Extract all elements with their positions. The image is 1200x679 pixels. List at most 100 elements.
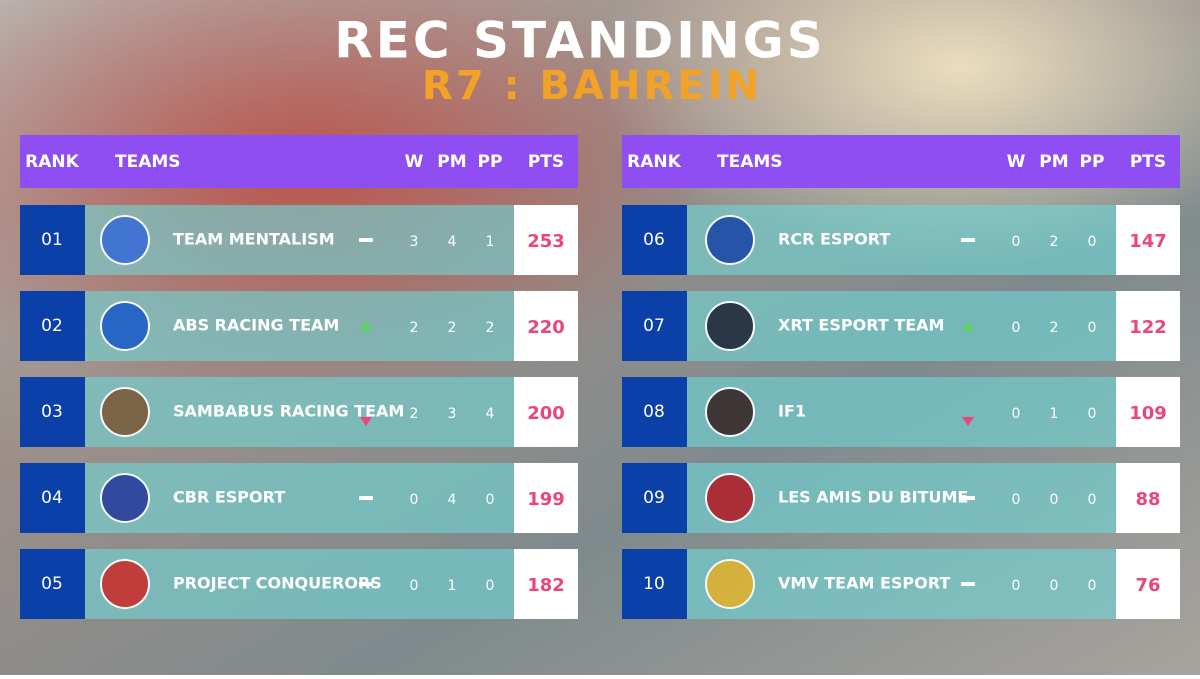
standings-row: 01 TEAM MENTALISM 3 4 1 253 — [20, 205, 578, 275]
team-logo — [100, 559, 150, 609]
stat: 1 — [486, 234, 495, 250]
header-bar — [622, 135, 1180, 188]
rank-box — [622, 205, 687, 275]
stat: 2 — [1050, 234, 1059, 250]
stat: 0 — [1050, 578, 1059, 594]
points-box — [514, 377, 578, 447]
points-box — [1116, 291, 1180, 361]
stat: 0 — [1012, 320, 1021, 336]
team-logo — [705, 301, 755, 351]
column-header: PP — [478, 152, 503, 172]
rank-box — [622, 549, 687, 619]
stat: 0 — [410, 492, 419, 508]
team-name: PROJECT CONQUERORS — [173, 574, 382, 593]
team-band — [85, 205, 515, 275]
team-band — [687, 549, 1117, 619]
points-box — [514, 463, 578, 533]
rank: 07 — [643, 316, 665, 336]
team-band — [85, 463, 515, 533]
rank: 02 — [41, 316, 63, 336]
trend-same — [359, 238, 373, 242]
tables: RANK TEAMS W PM PP PTS 0 1 TEAM MENTALISM 3 4 1 253 0… — [20, 135, 1180, 619]
team-name: SAMBABUS RACING TEAM — [173, 402, 404, 421]
points: 220 — [527, 317, 565, 338]
standings-row: 10 VMV TEAM ESPORT 0 0 0 76 — [622, 549, 1180, 619]
team-band — [85, 549, 515, 619]
rank: 05 — [41, 574, 63, 594]
team-name: ABS RACING TEAM — [173, 316, 339, 335]
stat: 0 — [486, 578, 495, 594]
stat: 0 — [1088, 320, 1097, 336]
points-box — [1116, 549, 1180, 619]
points: 182 — [527, 575, 565, 596]
standings-row: 07 XRT ESPORT TEAM 0 2 0 122 — [622, 291, 1180, 361]
trend-down — [962, 417, 974, 426]
team-band — [687, 377, 1117, 447]
column-header: W — [405, 152, 424, 172]
stat: 4 — [486, 406, 495, 422]
stat: 3 — [410, 234, 419, 250]
stat: 0 — [1088, 406, 1097, 422]
stat: 2 — [410, 406, 419, 422]
stat: 0 — [1088, 578, 1097, 594]
standings-row: 09 LES AMIS DU BITUME 0 0 0 88 — [622, 463, 1180, 533]
stat: 1 — [1050, 406, 1059, 422]
stat: 0 — [1088, 234, 1097, 250]
column-header: RANK — [627, 152, 681, 172]
column-header: PP — [1080, 152, 1105, 172]
column-header: TEAMS — [717, 152, 783, 172]
stat: 4 — [448, 234, 457, 250]
trend-up — [962, 321, 974, 331]
column-header: PTS — [1130, 152, 1166, 172]
stat: 2 — [448, 320, 457, 336]
trend-same — [359, 582, 373, 586]
points: 122 — [1129, 317, 1167, 338]
stat: 0 — [1012, 234, 1021, 250]
header-bar — [20, 135, 578, 188]
trend-same — [961, 582, 975, 586]
team-name: CBR ESPORT — [173, 488, 285, 507]
column-header: PTS — [528, 152, 564, 172]
team-name: RCR ESPORT — [778, 230, 890, 249]
rank-box — [622, 377, 687, 447]
standings-table: RANK TEAMS W PM PP PTS 06 RCR ESPORT 0 2 0 147 07 XRT… — [622, 135, 1180, 619]
stat: 0 — [1012, 578, 1021, 594]
team-logo — [100, 301, 150, 351]
stat: 0 — [486, 492, 495, 508]
points: 88 — [1135, 489, 1160, 510]
rank: 10 — [643, 574, 665, 594]
rank-box — [20, 549, 85, 619]
standings-row: 02 ABS RACING TEAM 2 2 2 220 — [20, 291, 578, 361]
rank: 06 — [643, 230, 665, 250]
team-name: TEAM MENTALISM — [173, 230, 335, 249]
title: REC STANDINGS — [334, 12, 826, 70]
standings-row: 06 RCR ESPORT 0 2 0 147 — [622, 205, 1180, 275]
team-band — [85, 377, 515, 447]
points: 200 — [527, 403, 565, 424]
subtitle: R7 : BAHREIN — [422, 63, 762, 109]
points-box — [514, 205, 578, 275]
trend-same — [961, 238, 975, 242]
team-logo — [100, 215, 150, 265]
points-box — [514, 549, 578, 619]
trend-down — [360, 417, 372, 426]
points: 109 — [1129, 403, 1167, 424]
team-logo — [100, 473, 150, 523]
team-band — [85, 291, 515, 361]
stat: 0 — [1088, 492, 1097, 508]
standings-row: 03 SAMBABUS RACING TEAM 2 3 4 200 — [20, 377, 578, 447]
team-logo — [705, 473, 755, 523]
rank: 08 — [643, 402, 665, 422]
rank: 03 — [41, 402, 63, 422]
standings-row: 05 PROJECT CONQUERORS 0 1 0 182 — [20, 549, 578, 619]
team-name: VMV TEAM ESPORT — [778, 574, 950, 593]
stat: 3 — [448, 406, 457, 422]
points: 253 — [527, 231, 565, 252]
rank-box — [20, 291, 85, 361]
team-logo — [705, 559, 755, 609]
stat: 0 — [1012, 492, 1021, 508]
points-box — [514, 291, 578, 361]
column-header: PM — [437, 152, 466, 172]
